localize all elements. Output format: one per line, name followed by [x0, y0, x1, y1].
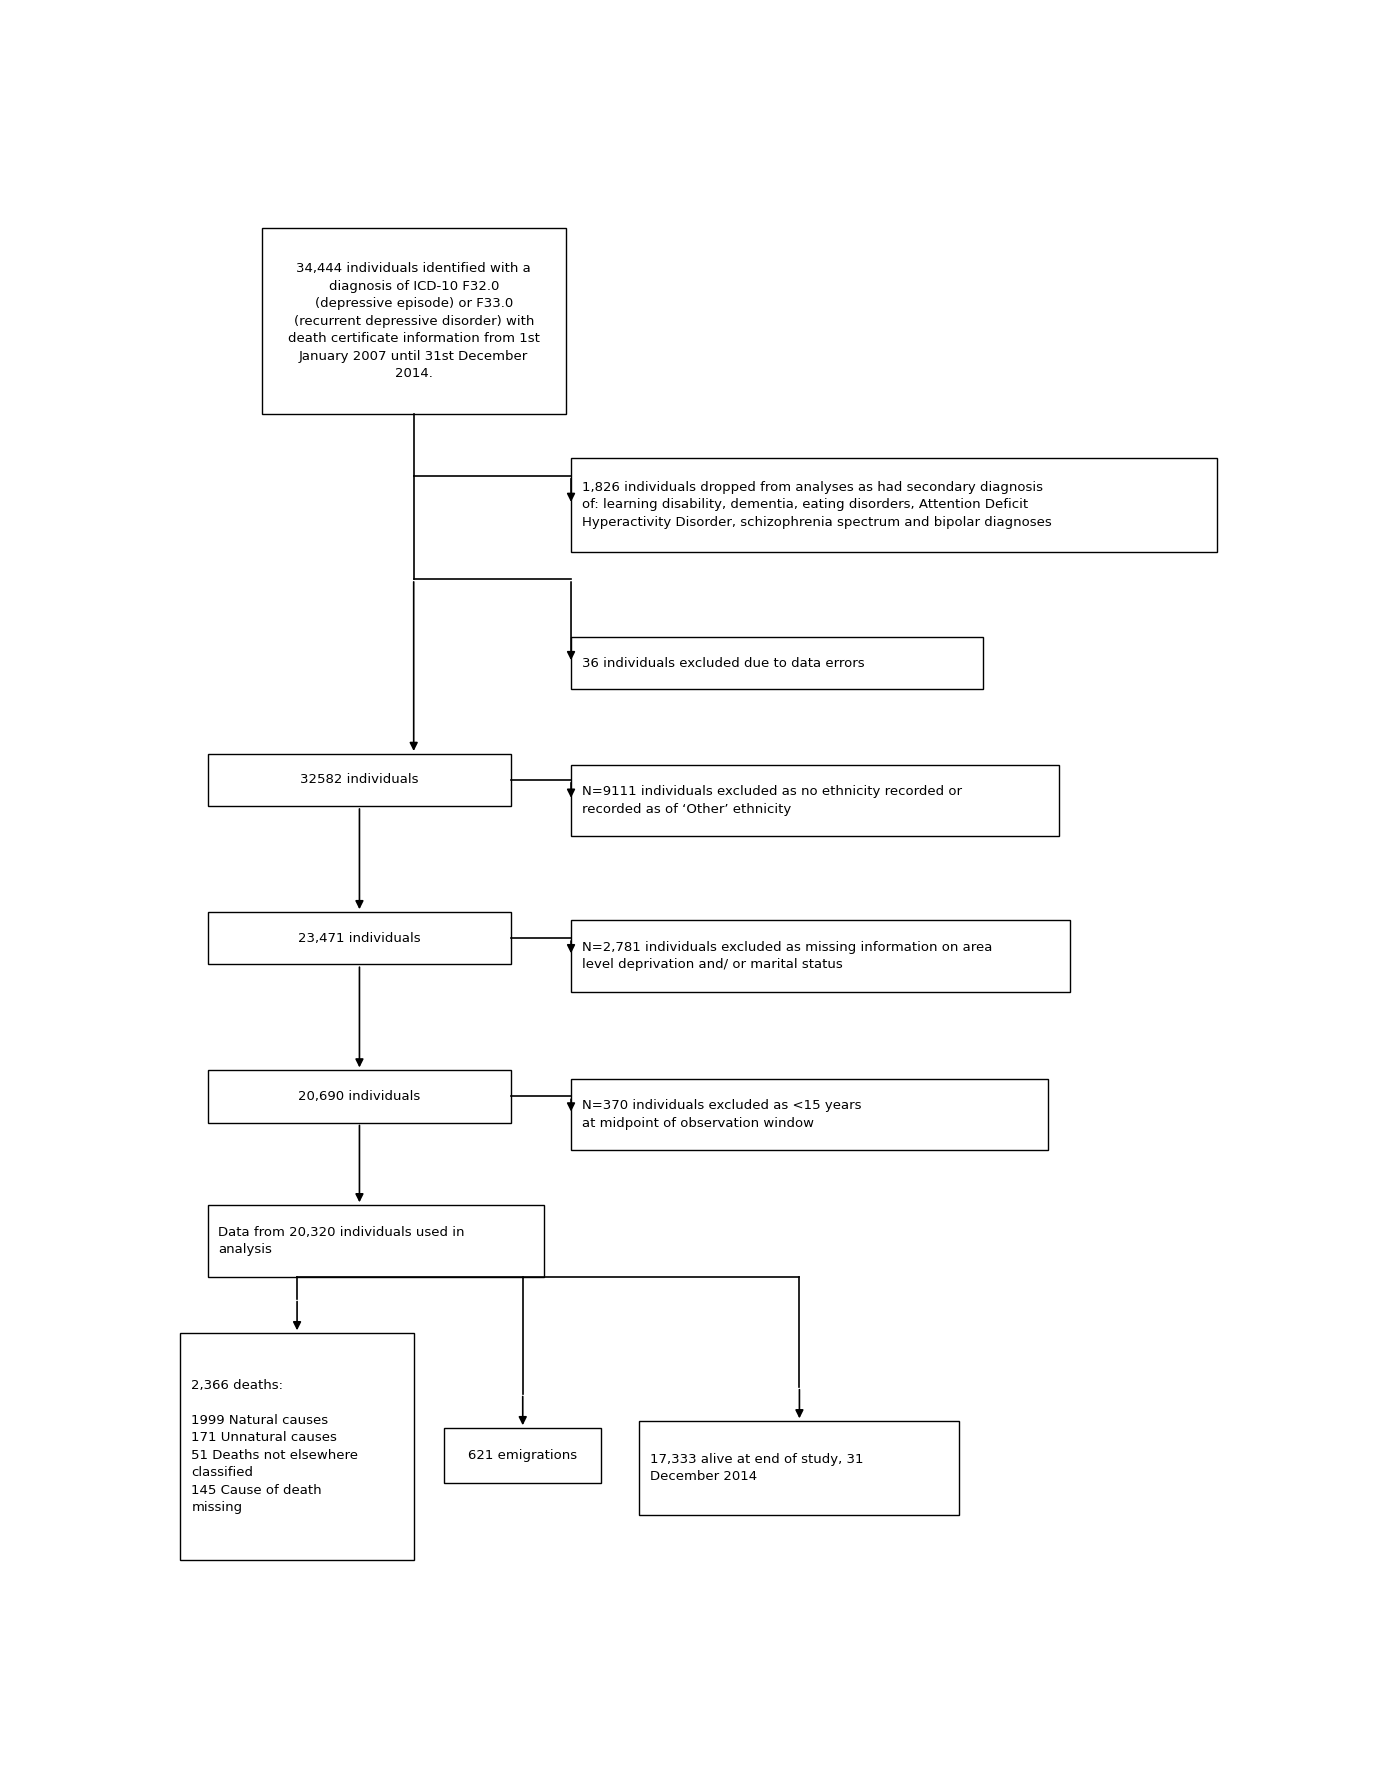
Text: 17,333 alive at end of study, 31
December 2014: 17,333 alive at end of study, 31 Decembe…: [650, 1453, 864, 1483]
Text: Data from 20,320 individuals used in
analysis: Data from 20,320 individuals used in ana…: [218, 1226, 465, 1256]
FancyBboxPatch shape: [207, 1204, 543, 1276]
FancyBboxPatch shape: [571, 765, 1060, 836]
FancyBboxPatch shape: [571, 920, 1070, 992]
Text: 23,471 individuals: 23,471 individuals: [298, 931, 421, 945]
FancyBboxPatch shape: [207, 911, 511, 965]
FancyBboxPatch shape: [207, 754, 511, 806]
FancyBboxPatch shape: [571, 457, 1217, 552]
FancyBboxPatch shape: [207, 1070, 511, 1122]
Text: 34,444 individuals identified with a
diagnosis of ICD-10 F32.0
(depressive episo: 34,444 individuals identified with a dia…: [288, 263, 539, 381]
FancyBboxPatch shape: [571, 636, 983, 690]
FancyBboxPatch shape: [262, 229, 566, 415]
Text: N=2,781 individuals excluded as missing information on area
level deprivation an: N=2,781 individuals excluded as missing …: [582, 940, 993, 972]
FancyBboxPatch shape: [444, 1428, 602, 1483]
FancyBboxPatch shape: [181, 1333, 414, 1560]
Text: 1,826 individuals dropped from analyses as had secondary diagnosis
of: learning : 1,826 individuals dropped from analyses …: [582, 481, 1051, 529]
FancyBboxPatch shape: [640, 1421, 959, 1515]
Text: N=9111 individuals excluded as no ethnicity recorded or
recorded as of ‘Other’ e: N=9111 individuals excluded as no ethnic…: [582, 784, 962, 817]
Text: 36 individuals excluded due to data errors: 36 individuals excluded due to data erro…: [582, 656, 865, 670]
Text: 20,690 individuals: 20,690 individuals: [298, 1090, 420, 1103]
Text: N=370 individuals excluded as <15 years
at midpoint of observation window: N=370 individuals excluded as <15 years …: [582, 1099, 861, 1129]
Text: 32582 individuals: 32582 individuals: [300, 774, 419, 786]
Text: 2,366 deaths:

1999 Natural causes
171 Unnatural causes
51 Deaths not elsewhere
: 2,366 deaths: 1999 Natural causes 171 Un…: [192, 1380, 358, 1514]
Text: 621 emigrations: 621 emigrations: [468, 1449, 577, 1462]
FancyBboxPatch shape: [571, 1079, 1049, 1151]
